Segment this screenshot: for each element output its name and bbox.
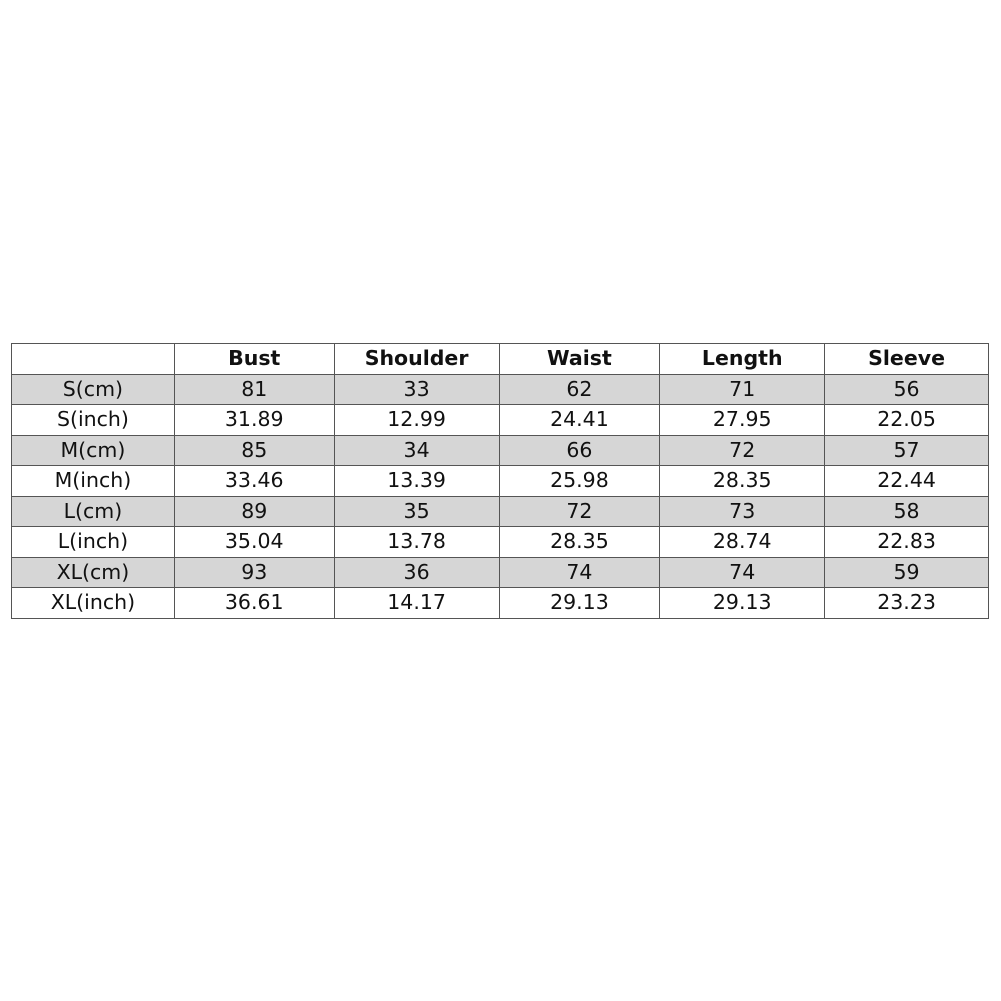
- table-cell: 85: [173, 434, 335, 466]
- table-cell: 22.05: [824, 404, 989, 436]
- row-label: S(inch): [11, 404, 175, 436]
- table-cell: 25.98: [498, 465, 661, 497]
- table-cell: 14.17: [333, 587, 500, 619]
- table-cell: 74: [659, 556, 826, 588]
- table-row: XL(inch) 36.61 14.17 29.13 29.13 23.23: [11, 587, 989, 619]
- table-cell: 72: [498, 495, 661, 527]
- row-label: M(inch): [11, 465, 175, 497]
- row-label: M(cm): [11, 434, 175, 466]
- table-cell: 29.13: [659, 587, 826, 619]
- table-cell: 22.44: [824, 465, 989, 497]
- column-header: Waist: [498, 343, 661, 375]
- table-cell: 23.23: [824, 587, 989, 619]
- table-row: L(cm) 89 35 72 73 58: [11, 495, 989, 527]
- table-row: M(cm) 85 34 66 72 57: [11, 434, 989, 466]
- table-cell: 24.41: [498, 404, 661, 436]
- table-cell: 74: [498, 556, 661, 588]
- column-header: Length: [659, 343, 826, 375]
- size-chart-table: Bust Shoulder Waist Length Sleeve S(cm) 81 33 6…: [11, 343, 989, 619]
- table-cell: 93: [173, 556, 335, 588]
- table-cell: 71: [659, 373, 826, 405]
- table-cell: 57: [824, 434, 989, 466]
- table-cell: 12.99: [333, 404, 500, 436]
- table-row: S(inch) 31.89 12.99 24.41 27.95 22.05: [11, 404, 989, 436]
- table-cell: 33.46: [173, 465, 335, 497]
- column-header: Shoulder: [333, 343, 500, 375]
- table-cell: 81: [173, 373, 335, 405]
- column-header: Sleeve: [824, 343, 989, 375]
- table-cell: 28.35: [659, 465, 826, 497]
- table-row: S(cm) 81 33 62 71 56: [11, 373, 989, 405]
- row-label: L(cm): [11, 495, 175, 527]
- table-row: M(inch) 33.46 13.39 25.98 28.35 22.44: [11, 465, 989, 497]
- table-cell: 35.04: [173, 526, 335, 558]
- table-cell: 62: [498, 373, 661, 405]
- table-cell: 66: [498, 434, 661, 466]
- table-cell: 27.95: [659, 404, 826, 436]
- table-cell: 59: [824, 556, 989, 588]
- row-label: S(cm): [11, 373, 175, 405]
- table-cell: 73: [659, 495, 826, 527]
- row-label: XL(inch): [11, 587, 175, 619]
- table-cell: 13.78: [333, 526, 500, 558]
- table-row: XL(cm) 93 36 74 74 59: [11, 556, 989, 588]
- table-cell: 36: [333, 556, 500, 588]
- table-cell: 28.35: [498, 526, 661, 558]
- table-cell: 35: [333, 495, 500, 527]
- table-cell: 36.61: [173, 587, 335, 619]
- table-cell: 72: [659, 434, 826, 466]
- table-cell: 33: [333, 373, 500, 405]
- table-cell: 31.89: [173, 404, 335, 436]
- header-row: Bust Shoulder Waist Length Sleeve: [11, 343, 989, 375]
- table-cell: 13.39: [333, 465, 500, 497]
- table-cell: 22.83: [824, 526, 989, 558]
- table-cell: 29.13: [498, 587, 661, 619]
- table-cell: 34: [333, 434, 500, 466]
- table-row: L(inch) 35.04 13.78 28.35 28.74 22.83: [11, 526, 989, 558]
- row-label: L(inch): [11, 526, 175, 558]
- table-cell: 58: [824, 495, 989, 527]
- column-header: [11, 343, 175, 375]
- column-header: Bust: [173, 343, 335, 375]
- table-cell: 89: [173, 495, 335, 527]
- row-label: XL(cm): [11, 556, 175, 588]
- table-cell: 28.74: [659, 526, 826, 558]
- table-cell: 56: [824, 373, 989, 405]
